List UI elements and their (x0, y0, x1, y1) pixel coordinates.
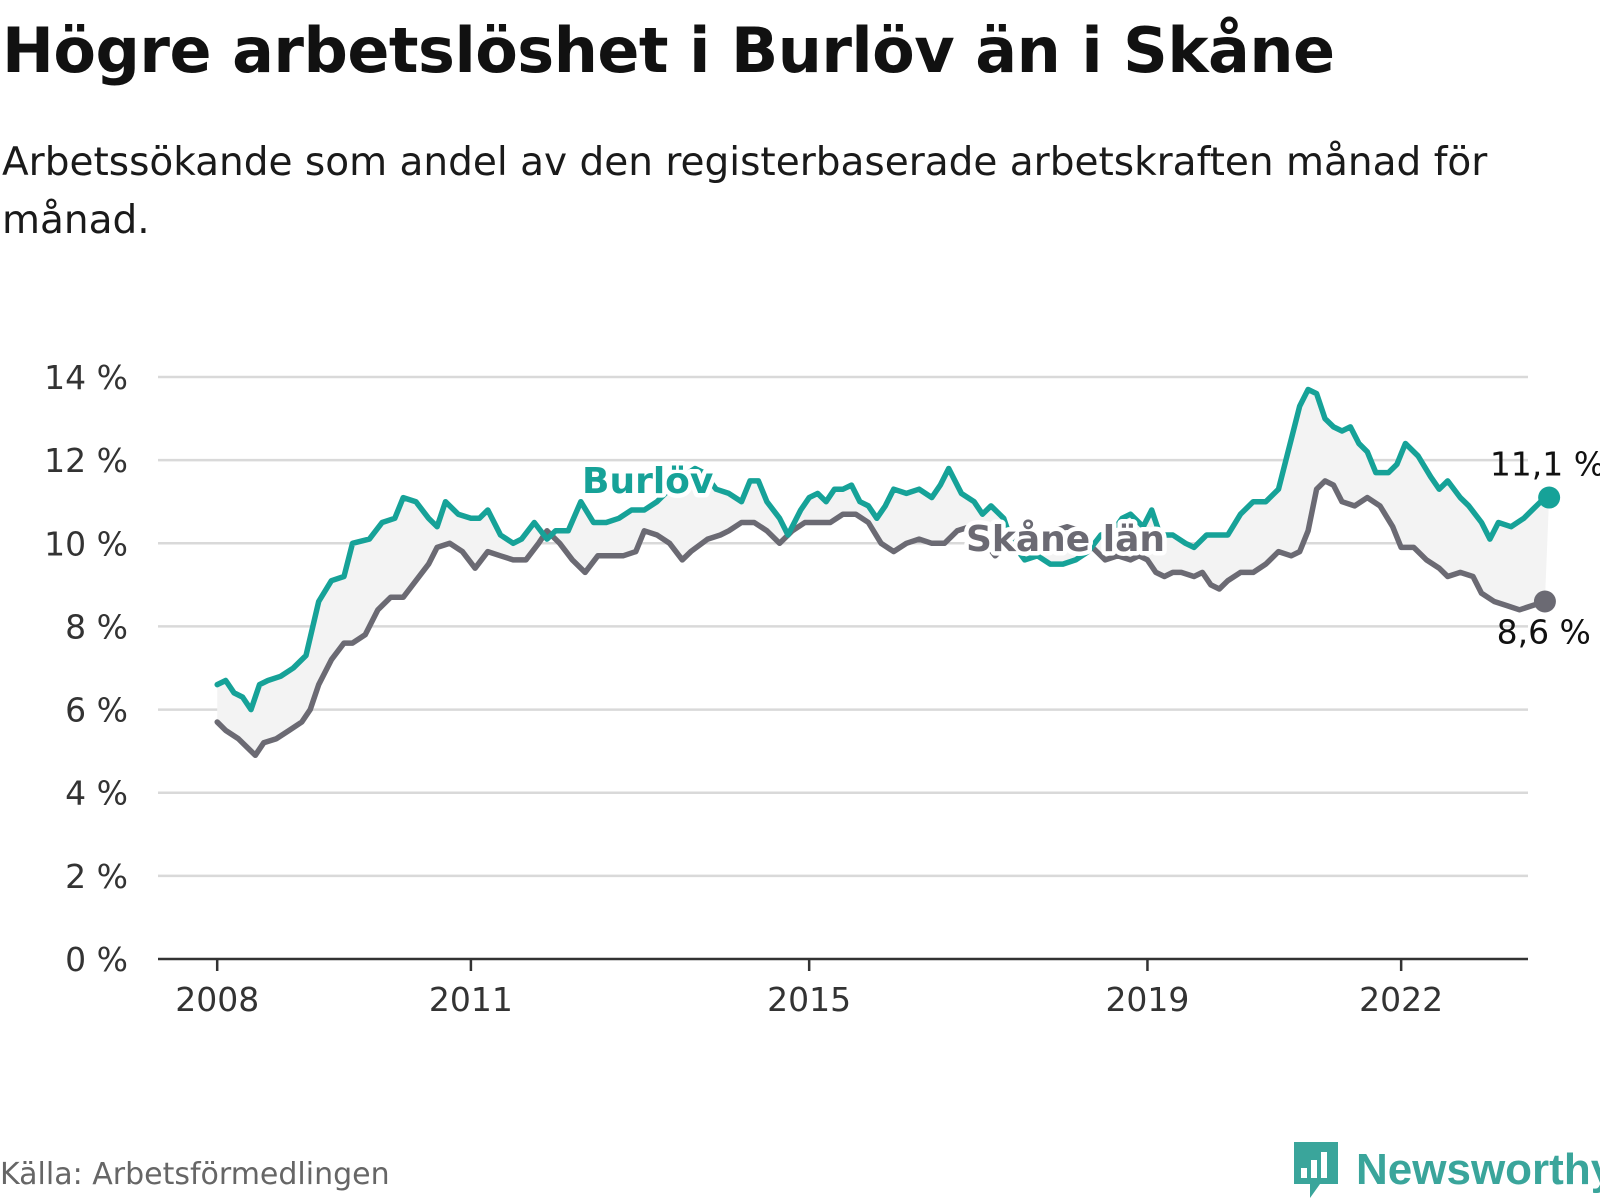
y-tick-label: 2 % (65, 857, 128, 896)
x-tick-label: 2008 (175, 980, 259, 1019)
difference-band (217, 389, 1550, 756)
series-line-burlov (214, 386, 1552, 713)
x-tick-label: 2022 (1359, 980, 1443, 1019)
y-tick-label: 14 % (44, 358, 128, 397)
y-tick-label: 4 % (65, 774, 128, 813)
chart-title: Högre arbetslöshet i Burlöv än i Skåne (2, 14, 1335, 87)
x-tick-label: 2015 (767, 980, 851, 1019)
y-tick-label: 0 % (65, 940, 128, 979)
series-label-skane: Skåne län (966, 519, 1165, 560)
x-tick-label: 2019 (1105, 980, 1189, 1019)
line-chart: 0 % 2 % 4 % 6 % 8 % 10 % 12 % 14 % 2008 2011 2015… (44, 358, 1600, 1019)
x-axis: 2008 2011 2015 2019 2022 (158, 957, 1528, 1019)
y-tick-label: 6 % (65, 691, 128, 730)
series-label-burlov: Burlöv (582, 461, 713, 502)
brand-logo[interactable]: Newsworthy (1290, 1140, 1600, 1200)
end-value-burlov: 11,1 % (1490, 445, 1600, 484)
newsworthy-logo-icon (1294, 1142, 1338, 1198)
source-note: Källa: Arbetsförmedlingen (0, 1157, 390, 1192)
x-tick-label: 2011 (429, 980, 513, 1019)
end-value-skane: 8,6 % (1497, 612, 1591, 651)
series-line-skane (214, 478, 1548, 759)
series-end-marker-burlov (1538, 486, 1561, 509)
series-end-marker-skane (1533, 590, 1556, 613)
chart-subtitle: Arbetssökande som andel av den registerb… (2, 140, 1488, 243)
series-labels: 11,1 % 8,6 % Burlöv Skåne län (578, 445, 1600, 652)
y-tick-label: 12 % (44, 441, 128, 480)
y-tick-label: 8 % (65, 607, 128, 646)
brand-name: Newsworthy (1356, 1145, 1600, 1194)
y-tick-label: 10 % (44, 524, 128, 563)
